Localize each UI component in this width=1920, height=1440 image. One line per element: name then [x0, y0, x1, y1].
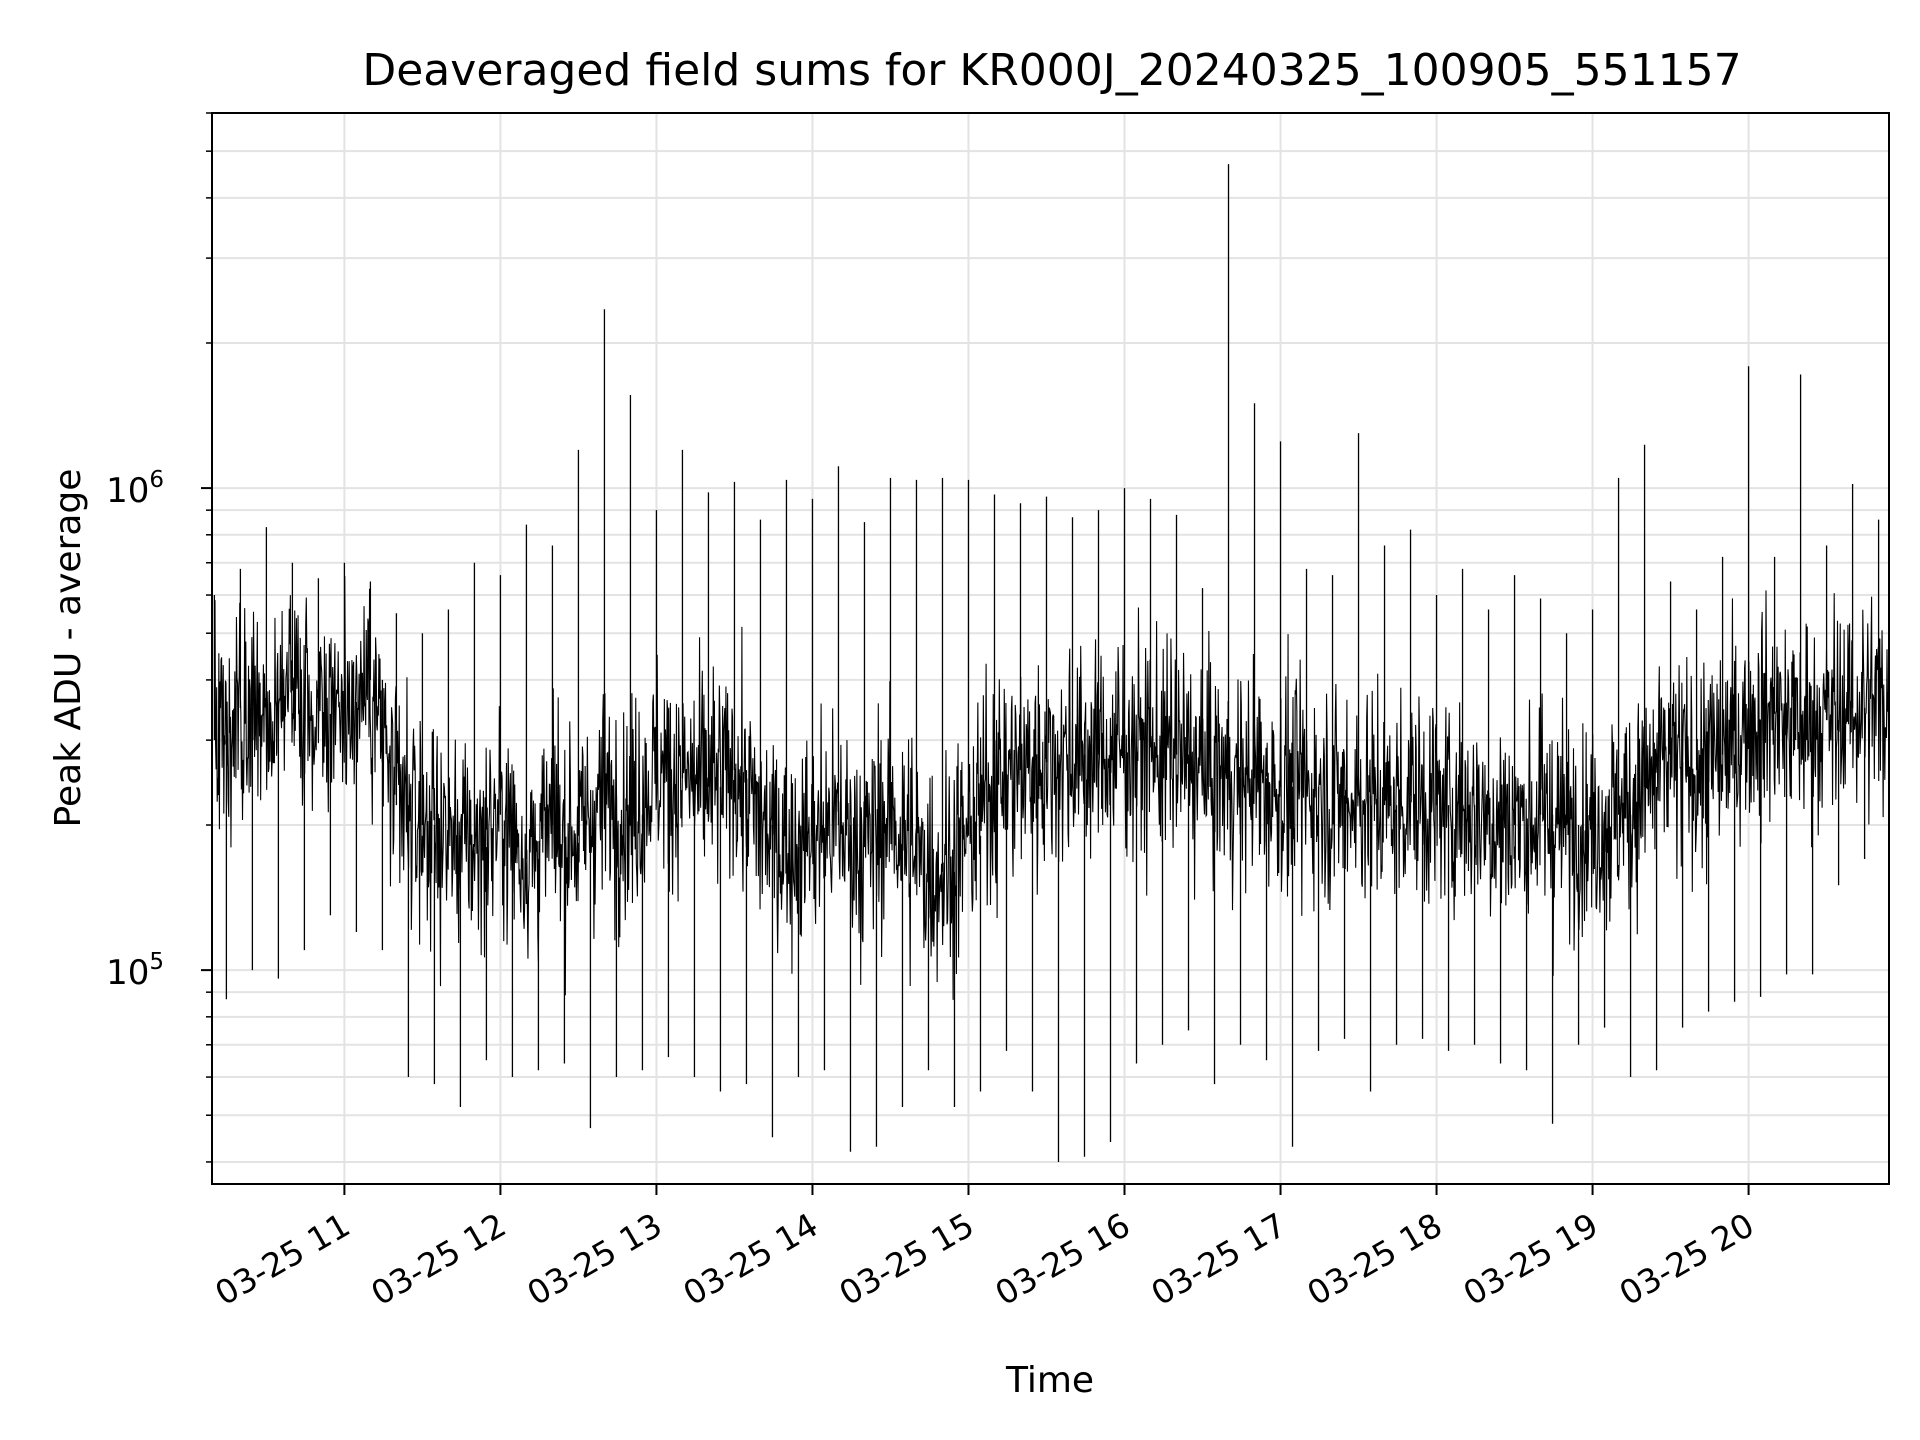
y-tick-base: 10 [106, 953, 149, 993]
plot-frame [211, 112, 1890, 1185]
y-tick-exponent: 5 [149, 949, 164, 975]
y-tick-base: 10 [106, 471, 149, 511]
y-tick-label: 106 [106, 467, 164, 511]
series-line [214, 576, 1890, 1000]
chart-title: Deaveraged field sums for KR000J_2024032… [362, 45, 1741, 96]
y-axis-label: Peak ADU - average [48, 469, 89, 828]
data-series [213, 164, 1890, 1162]
x-axis-label: Time [1005, 1360, 1094, 1401]
y-tick-label: 105 [106, 949, 164, 993]
y-tick-exponent: 6 [149, 467, 164, 493]
